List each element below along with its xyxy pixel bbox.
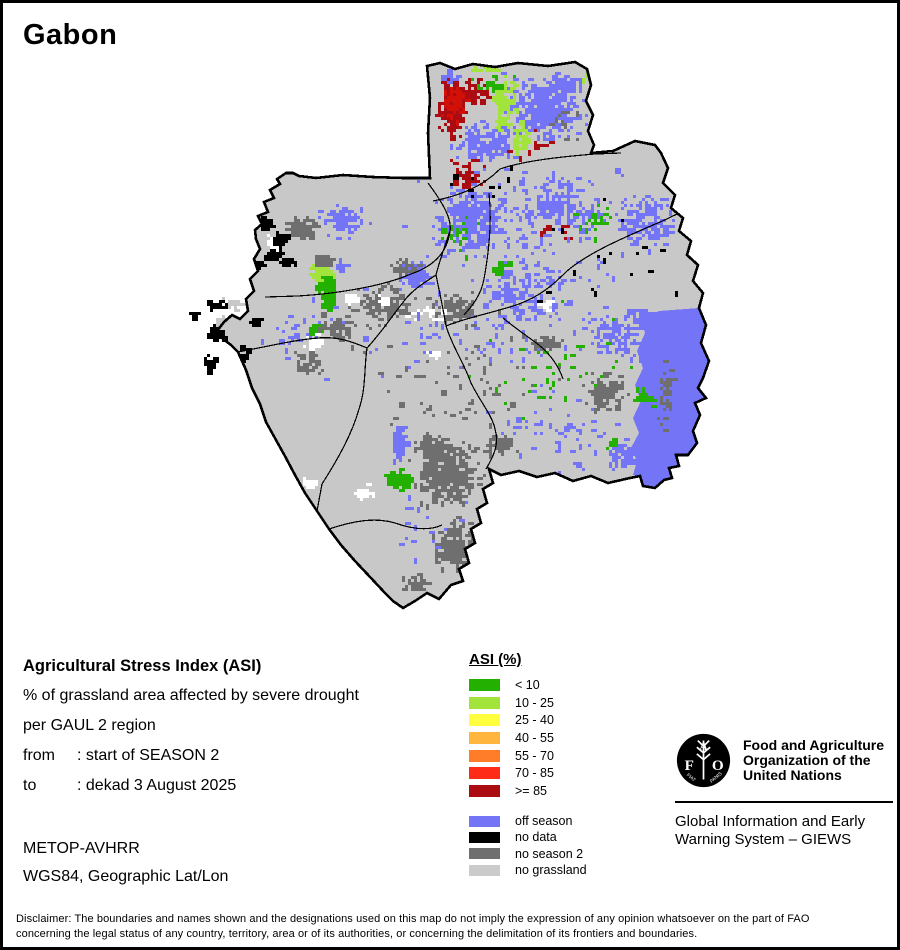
page-title: Gabon	[23, 19, 118, 51]
legend-label: 55 - 70	[515, 748, 554, 763]
fao-logo-letter-a: A	[699, 741, 708, 753]
info-to-label: to	[23, 777, 37, 794]
brand-divider	[675, 801, 893, 803]
legend-item: 10 - 25	[469, 694, 587, 712]
legend-title: ASI (%)	[469, 651, 522, 668]
disclaimer-line: concerning the legal status of any count…	[16, 927, 698, 940]
legend: ASI (%) < 10 10 - 25 25 - 40 40 - 55 55 …	[469, 651, 587, 878]
disclaimer: Disclaimer: The boundaries and names sho…	[16, 912, 896, 941]
legend-item: 40 - 55	[469, 729, 587, 747]
legend-label: off season	[515, 814, 573, 828]
info-to-row: to : dekad 3 August 2025	[23, 775, 359, 805]
fao-org-line: Food and Agriculture	[743, 737, 885, 753]
fao-org-line: United Nations	[743, 766, 842, 783]
info-heading: Agricultural Stress Index (ASI)	[23, 657, 262, 675]
legend-label: 40 - 55	[515, 730, 554, 745]
legend-label: no data	[515, 830, 557, 845]
legend-item: no data	[469, 829, 587, 845]
info-block: Agricultural Stress Index (ASI) % of gra…	[23, 655, 359, 805]
fao-logo-icon: A F O FIAT PANIS	[676, 733, 731, 788]
legend-item: >= 85	[469, 782, 587, 800]
legend-item: no grassland	[469, 862, 587, 878]
legend-label: 10 - 25	[515, 695, 554, 710]
info-from-value: : start of SEASON 2	[77, 747, 220, 764]
legend-label: 70 - 85	[515, 766, 554, 781]
projection-name: WGS84, Geographic Lat/Lon	[23, 868, 229, 885]
legend-item: 70 - 85	[469, 764, 587, 782]
fao-logo-row: A F O FIAT PANIS Food and Agriculture Or…	[675, 732, 895, 789]
fao-branding: A F O FIAT PANIS Food and Agriculture Or…	[675, 732, 895, 848]
sensor-block: METOP-AVHRR WGS84, Geographic Lat/Lon	[23, 839, 228, 895]
legend-item: no season 2	[469, 846, 587, 862]
legend-swatch	[469, 815, 500, 827]
giews-block: Global Information and Early Warning Sys…	[675, 813, 895, 848]
fao-logo-letter-o: O	[712, 757, 724, 774]
fao-logo-motto-left: FIAT	[685, 772, 697, 783]
info-from-row: from : start of SEASON 2	[23, 745, 359, 775]
sensor-name: METOP-AVHRR	[23, 840, 140, 857]
legend-swatch	[469, 864, 500, 876]
fao-org-line: Organization of the	[743, 751, 871, 768]
info-from-label: from	[23, 747, 55, 764]
legend-swatch	[469, 749, 500, 762]
legend-swatch	[469, 784, 500, 797]
info-region-line: per GAUL 2 region	[23, 717, 156, 734]
legend-gap	[469, 800, 587, 813]
legend-swatch	[469, 696, 500, 709]
disclaimer-line: Disclaimer: The boundaries and names sho…	[16, 913, 810, 925]
legend-item: off season	[469, 813, 587, 829]
legend-label: >= 85	[515, 783, 547, 798]
fao-org-name: Food and Agriculture Organization of the…	[743, 732, 884, 782]
legend-label: no season 2	[515, 846, 584, 861]
legend-swatch	[469, 678, 500, 691]
giews-line: Warning System – GIEWS	[675, 830, 852, 848]
legend-swatch	[469, 731, 500, 744]
legend-label: no grassland	[515, 863, 587, 878]
legend-swatch	[469, 767, 500, 780]
legend-label: 25 - 40	[515, 713, 554, 728]
legend-item: < 10	[469, 676, 587, 694]
info-to-value: : dekad 3 August 2025	[77, 777, 237, 794]
giews-line: Global Information and Early	[675, 813, 866, 830]
gabon-asi-map	[189, 60, 711, 610]
legend-item: 25 - 40	[469, 711, 587, 729]
legend-swatch	[469, 714, 500, 727]
fao-logo-letter-f: F	[685, 757, 694, 774]
info-subtitle: % of grassland area affected by severe d…	[23, 687, 359, 704]
legend-item: 55 - 70	[469, 747, 587, 765]
legend-swatch	[469, 831, 500, 843]
legend-label: < 10	[515, 677, 540, 692]
legend-swatch	[469, 848, 500, 860]
